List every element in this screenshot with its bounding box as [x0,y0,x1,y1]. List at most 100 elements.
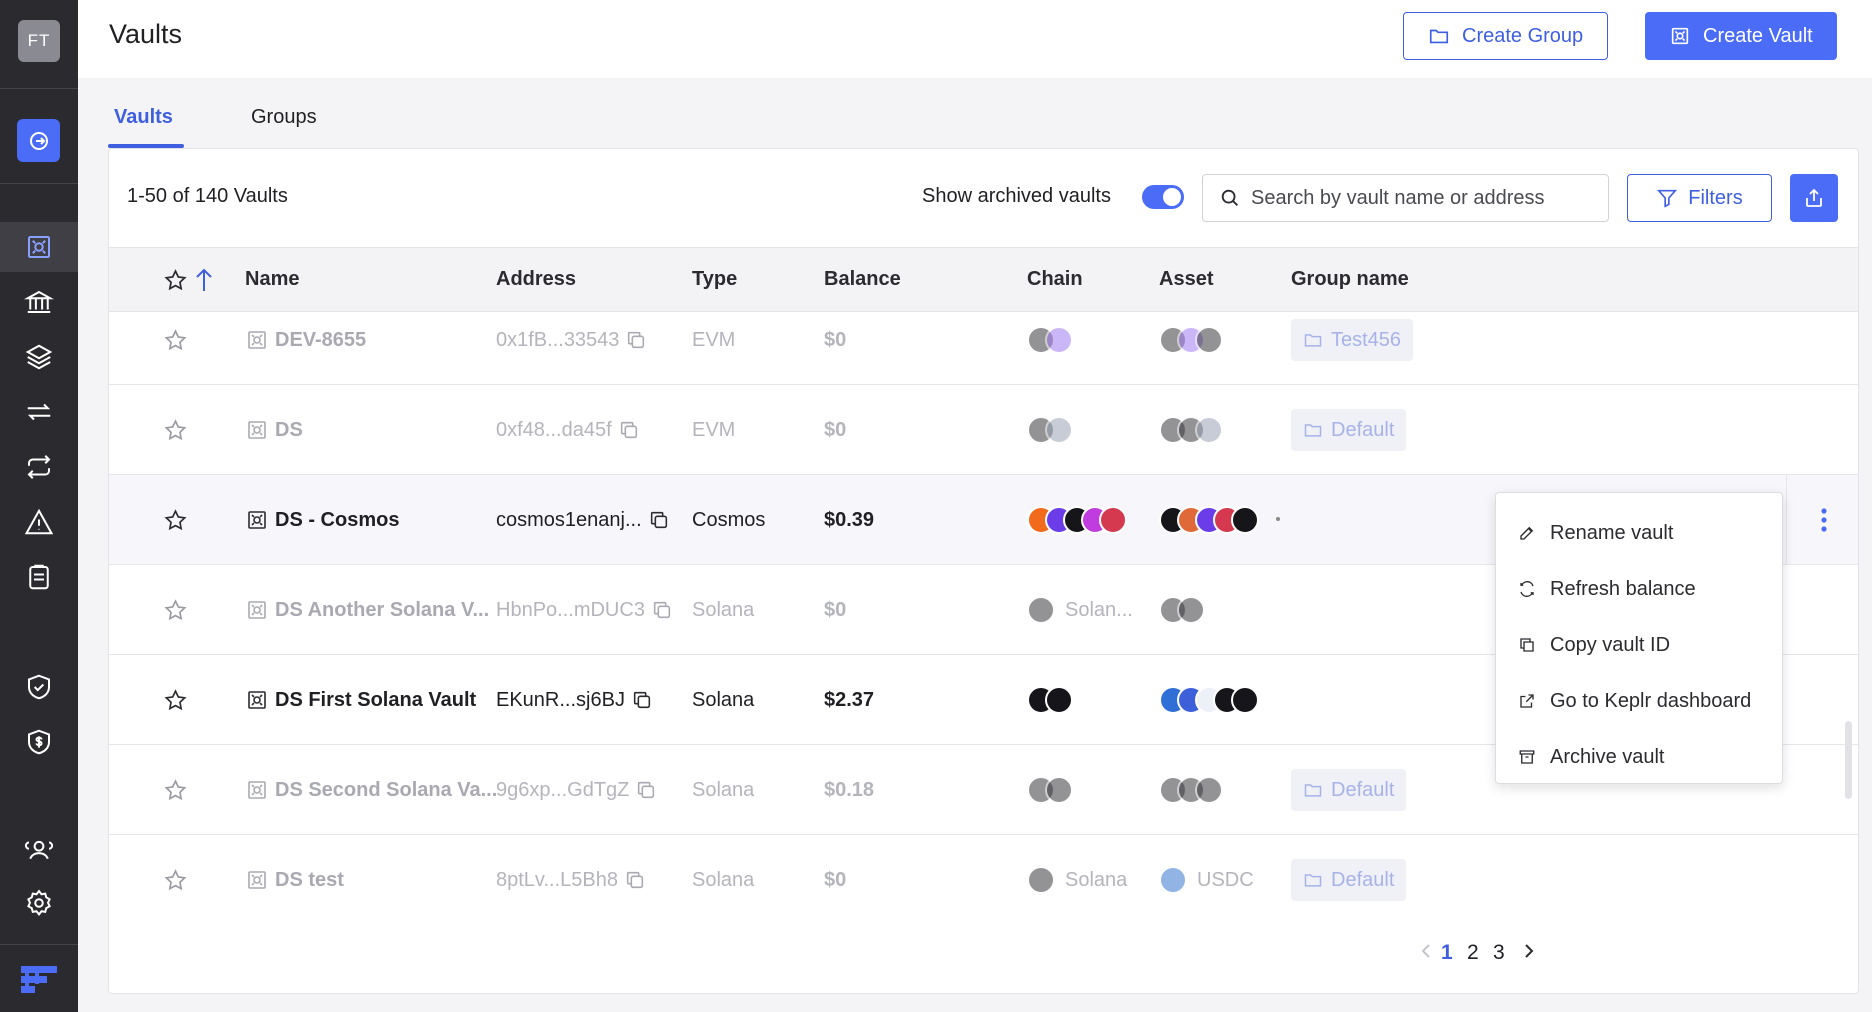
layers-icon [25,344,53,370]
sidebar-item-limits[interactable] [0,717,78,767]
pagination-next[interactable] [1522,941,1536,961]
star-icon[interactable] [163,868,188,893]
column-header-asset[interactable]: Asset [1159,268,1214,290]
sidebar-item-reports[interactable] [0,552,78,602]
external-link-icon [1520,694,1534,708]
page-2[interactable]: 2 [1467,941,1479,964]
column-header-name[interactable]: Name [245,268,300,290]
vault-name-cell[interactable]: DS Another Solana V... [245,565,489,655]
star-icon[interactable] [163,268,188,293]
sidebar-item-settings[interactable] [0,878,78,928]
column-header-type[interactable]: Type [692,268,738,290]
menu-item-go-to-keplr-dashboard[interactable]: Go to Keplr dashboard [1496,673,1782,729]
row-actions-button[interactable] [1786,475,1858,565]
copy-icon[interactable] [651,599,673,621]
table-row[interactable]: DS 0xf48...da45f EVM $0 Default [109,385,1858,475]
sidebar-item-assets[interactable] [0,332,78,382]
chain-icons [1027,326,1073,354]
copy-icon[interactable] [624,869,646,891]
asset-icon [1231,506,1259,534]
create-group-button[interactable]: Create Group [1403,12,1609,60]
copy-icon[interactable] [635,779,657,801]
asset-icon [1159,866,1187,894]
avatar[interactable]: FT [18,20,60,62]
vault-type: Solana [692,598,755,621]
sidebar-item-swaps[interactable] [0,442,78,492]
star-icon[interactable] [163,598,188,623]
column-header-address[interactable]: Address [496,268,577,290]
table-row[interactable]: DS test 8ptLv...L5Bh8 Solana $0 Solana USDC De… [109,835,1858,916]
exit-button[interactable] [17,119,60,162]
tab-vaults[interactable]: Vaults [114,106,173,128]
pagination-prev[interactable] [1419,941,1433,961]
search-input[interactable] [1251,186,1591,210]
menu-item-refresh-balance[interactable]: Refresh balance [1496,561,1782,617]
vault-name-cell[interactable]: DS First Solana Vault [245,655,476,745]
sort-ascending-icon[interactable] [193,267,215,293]
star-icon[interactable] [163,688,188,713]
folder-icon [1304,424,1322,437]
copy-icon[interactable] [631,689,653,711]
tab-groups[interactable]: Groups [251,106,317,128]
table-row[interactable]: DS Another Solana V... HbnPo...mDUC3 Solan… [109,565,1858,655]
table-row[interactable]: DEV-8655 0x1fB...33543 EVM $0 Test456 [109,312,1858,385]
group-chip[interactable]: Default [1291,769,1407,811]
group-chip[interactable]: Test456 [1291,319,1414,361]
table-row[interactable]: DS First Solana Vault EKunR...sj6BJ Solana… [109,655,1858,745]
menu-item-rename-vault[interactable]: Rename vault [1496,505,1782,561]
group-chip[interactable]: Default [1291,409,1407,451]
vault-icon [248,601,266,619]
sidebar-item-treasury[interactable] [0,277,78,327]
vault-type: Cosmos [692,508,766,531]
folder-icon [1429,29,1449,44]
vault-name-cell[interactable]: DS Second Solana Va... [245,745,497,835]
page-1[interactable]: 1 [1441,941,1453,964]
scrollbar[interactable] [1845,721,1852,799]
sidebar-item-transfers[interactable] [0,387,78,437]
vault-type-cell: Solana [692,745,754,835]
vault-name-cell[interactable]: DEV-8655 [245,312,366,385]
group-name: Test456 [1331,328,1402,351]
alert-icon [24,508,54,535]
sidebar-item-alerts[interactable] [0,497,78,547]
menu-item-copy-vault-id[interactable]: Copy vault ID [1496,617,1782,673]
menu-item-label: Refresh balance [1550,577,1696,600]
copy-icon[interactable] [618,419,640,441]
vault-name-cell[interactable]: DS test [245,835,344,916]
vault-address: EKunR...sj6BJ [496,688,625,711]
copy-icon[interactable] [625,329,647,351]
star-icon[interactable] [163,418,188,443]
page-3[interactable]: 3 [1493,941,1505,964]
sidebar-item-policies[interactable] [0,662,78,712]
create-vault-button[interactable]: Create Vault [1645,12,1837,60]
sidebar-item-vaults[interactable] [0,222,78,272]
vault-name-cell[interactable]: DS - Cosmos [245,475,399,565]
chain-label: Solana [1065,868,1128,891]
vault-name-cell[interactable]: DS [245,385,303,475]
chain-icon [1045,416,1073,444]
vault-asset-cell [1159,655,1259,745]
group-chip[interactable]: Default [1291,859,1407,901]
star-icon[interactable] [163,508,188,533]
vault-balance: $2.37 [824,688,875,711]
column-header-chain[interactable]: Chain [1027,268,1083,290]
vault-asset-cell [1159,565,1205,655]
table-row[interactable]: DS Second Solana Va... 9g6xp...GdTgZ Solan… [109,745,1858,835]
vault-name: DS Another Solana V... [275,598,490,621]
vault-asset-cell [1159,312,1223,385]
export-button[interactable] [1790,174,1838,222]
copy-icon[interactable] [648,509,670,531]
menu-item-archive-vault[interactable]: Archive vault [1496,729,1782,785]
search-box[interactable] [1202,174,1609,222]
sidebar-item-users[interactable] [0,825,78,875]
filters-button[interactable]: Filters [1627,174,1772,222]
star-icon[interactable] [163,778,188,803]
vault-balance: $0 [824,868,847,891]
column-header-group-name[interactable]: Group name [1291,268,1409,290]
column-header-balance[interactable]: Balance [824,268,901,290]
star-icon[interactable] [163,328,188,353]
favorite-cell [163,385,188,475]
vault-balance-cell: $0 [824,312,846,385]
show-archived-toggle[interactable] [1142,185,1184,209]
sidebar-divider [0,88,78,89]
